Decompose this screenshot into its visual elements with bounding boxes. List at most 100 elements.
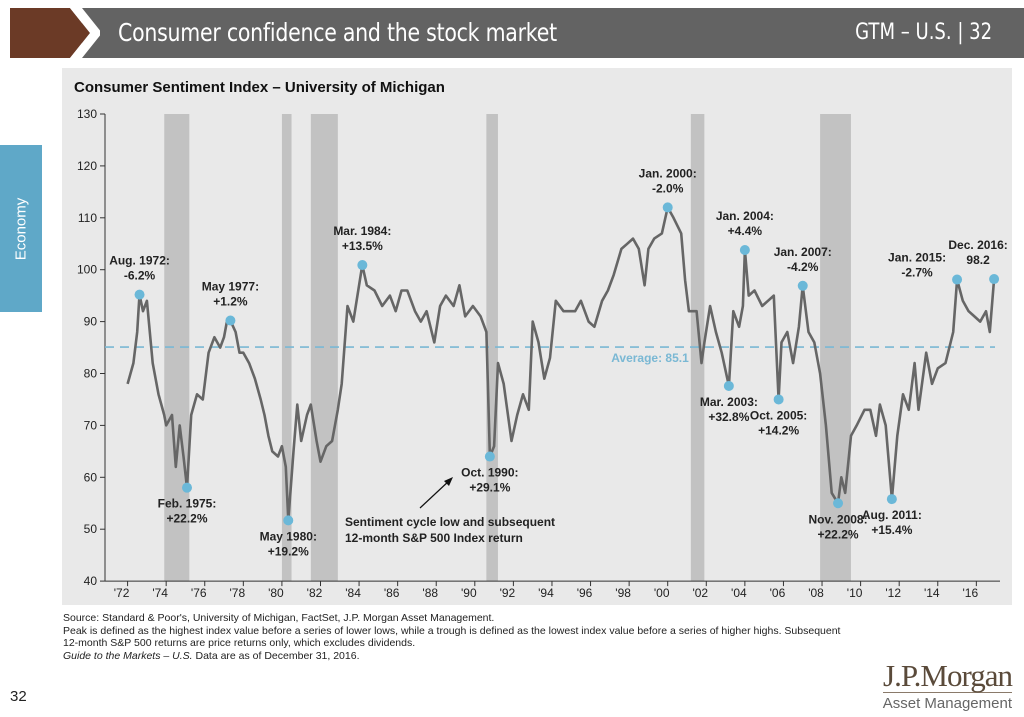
annotation-return: +1.2% (213, 295, 248, 309)
x-tick-label: '08 (808, 586, 824, 600)
sentiment-line (126, 206, 996, 522)
x-tick-label: '02 (692, 586, 708, 600)
footnote-definition: Peak is defined as the highest index val… (63, 624, 841, 650)
annotation-return: +29.1% (469, 481, 510, 495)
peak-trough-point (134, 289, 145, 300)
peak-trough-point (484, 451, 495, 462)
x-tick-label: '14 (924, 586, 940, 600)
header-page-ref: GTM – U.S. | 32 (854, 20, 992, 45)
logo-sub: Asset Management (882, 695, 1012, 712)
x-tick-label: '86 (384, 586, 400, 600)
x-tick-label: '88 (422, 586, 438, 600)
annotation-return: +22.2% (818, 527, 859, 541)
peak-trough-point (182, 482, 192, 493)
recession-bar (486, 114, 498, 582)
annotation-return: 98.2 (966, 253, 990, 267)
peak-trough-point (225, 315, 236, 326)
footnotes: Source: Standard & Poor's, University of… (63, 612, 863, 662)
annotation-return: -2.0% (652, 181, 684, 195)
annotation-date: Aug. 2011: (862, 508, 922, 522)
x-tick-label: '80 (268, 586, 284, 600)
x-tick-label: '92 (500, 586, 516, 600)
y-tick-label: 80 (84, 367, 98, 381)
x-tick-label: '00 (654, 586, 670, 600)
x-tick-label: '96 (577, 586, 593, 600)
page-number: 32 (10, 688, 27, 705)
peak-trough-point (739, 244, 750, 255)
peak-trough-point (662, 202, 673, 213)
peak-trough-point (283, 515, 294, 526)
logo-name: J.P.Morgan (882, 658, 1013, 693)
annotation-date: Mar. 2003: (700, 395, 758, 409)
y-tick-label: 70 (84, 418, 98, 432)
footnote-date-text: Data are as of December 31, 2016. (192, 649, 360, 662)
annotation-return: +22.2% (166, 512, 207, 526)
x-tick-label: '12 (885, 586, 901, 600)
annotation-date: Mar. 1984: (333, 224, 391, 238)
x-tick-label: '78 (230, 586, 246, 600)
annotation-date: Aug. 1972: (109, 254, 170, 268)
x-tick-label: '04 (731, 586, 747, 600)
footnote-guide: Guide to the Markets – U.S. (63, 649, 193, 662)
y-tick-label: 120 (77, 159, 97, 173)
annotation-date: Jan. 2007: (774, 245, 832, 259)
peak-trough-point (723, 380, 734, 391)
peak-trough-point (773, 394, 784, 405)
arrow-head-icon (444, 477, 453, 486)
annotation-date: May 1977: (202, 280, 259, 294)
peak-trough-point (952, 274, 963, 285)
x-tick-label: '90 (461, 586, 477, 600)
annotation-date: Oct. 1990: (461, 466, 518, 480)
annotation-return: -2.7% (901, 266, 933, 280)
callout-text: Sentiment cycle low and subsequent (345, 515, 555, 529)
y-tick-label: 100 (77, 263, 97, 277)
y-tick-label: 50 (84, 522, 98, 536)
annotation-date: Jan. 2000: (639, 166, 697, 180)
x-tick-label: '74 (152, 586, 168, 600)
y-tick-label: 60 (84, 470, 98, 484)
x-tick-label: '98 (615, 586, 631, 600)
peak-trough-point (797, 280, 808, 291)
annotation-date: Nov. 2008: (808, 512, 867, 526)
y-tick-label: 40 (84, 574, 98, 588)
y-tick-label: 90 (84, 315, 98, 329)
footnote-source: Source: Standard & Poor's, University of… (63, 612, 495, 624)
average-label: Average: 85.1 (611, 351, 689, 365)
chevron-logo-icon (10, 8, 100, 58)
annotation-return: +32.8% (708, 410, 749, 424)
annotation-return: +15.4% (871, 523, 912, 537)
annotation-date: Jan. 2004: (716, 209, 774, 223)
annotation-date: Jan. 2015: (888, 251, 946, 265)
peak-trough-point (886, 494, 897, 505)
annotation-return: -4.2% (787, 260, 819, 274)
peak-trough-point (833, 498, 844, 509)
x-tick-label: '94 (538, 586, 554, 600)
peak-trough-point (357, 260, 368, 271)
jpmorgan-logo: J.P.Morgan Asset Management (882, 658, 1013, 712)
x-tick-label: '76 (191, 586, 207, 600)
side-tab-economy[interactable]: Economy (0, 145, 42, 312)
x-tick-label: '84 (345, 586, 361, 600)
x-tick-label: '72 (114, 586, 130, 600)
annotation-date: Feb. 1975: (158, 497, 217, 511)
y-tick-label: 110 (78, 211, 97, 225)
page-title: Consumer confidence and the stock market (118, 18, 557, 47)
annotation-return: +14.2% (758, 423, 799, 437)
annotation-date: Oct. 2005: (750, 408, 807, 422)
x-tick-label: '16 (963, 586, 979, 600)
callout-text: 12-month S&P 500 Index return (345, 531, 523, 545)
footnote-date: Guide to the Markets – U.S. Data are as … (63, 650, 863, 663)
annotation-return: +19.2% (268, 544, 309, 558)
annotation-date: May 1980: (260, 529, 317, 543)
peak-trough-point (989, 274, 1000, 285)
annotation-return: +13.5% (342, 239, 383, 253)
chart-title: Consumer Sentiment Index – University of… (74, 79, 445, 96)
x-tick-label: '06 (770, 586, 786, 600)
annotation-return: -6.2% (124, 269, 156, 283)
header-bar: Consumer confidence and the stock market… (82, 8, 1024, 58)
annotation-return: +4.4% (728, 224, 763, 238)
y-tick-label: 130 (77, 107, 97, 121)
annotation-date: Dec. 2016: (948, 238, 1007, 252)
callout-arrow-line (419, 479, 451, 509)
